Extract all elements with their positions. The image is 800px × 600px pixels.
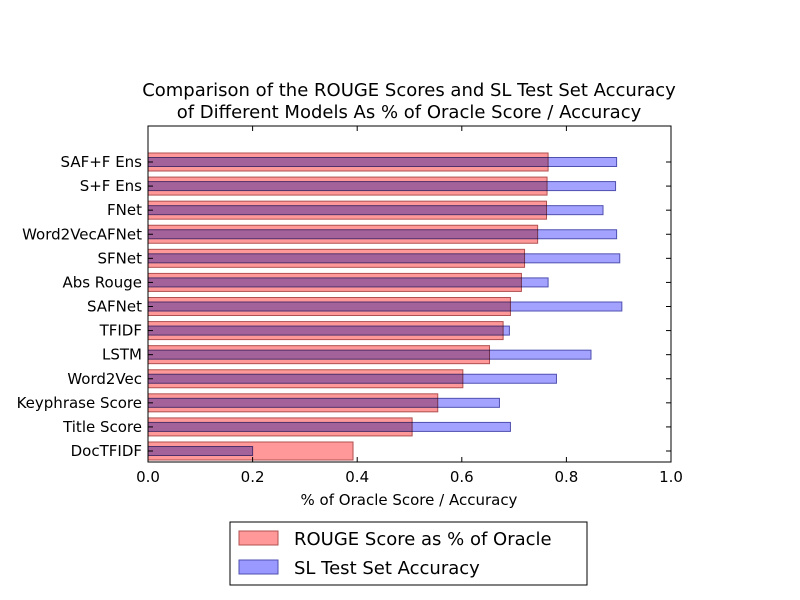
bar-sl-accuracy-saf-f-ens [147,157,618,167]
legend-box [229,521,588,586]
legend-swatch-rouge [238,530,279,546]
bar-sl-accuracy-word2vecafnet [147,229,618,240]
bar-sl-accuracy-fnet [147,205,604,216]
x-tick-label-2: 0.4 [345,468,369,486]
bar-sl-accuracy-keyphrase-score [147,397,500,408]
y-tick-label-saf-f-ens: SAF+F Ens [61,153,143,171]
plot-area-frame [147,125,672,463]
legend: ROUGE Score as % of Oracle SL Test Set A… [229,521,588,586]
bars-layer [147,152,623,461]
chart-title-line-1: Comparison of the ROUGE Scores and SL Te… [142,80,676,101]
y-tick-label-abs-rouge: Abs Rouge [62,273,142,291]
bar-sl-accuracy-lstm [147,349,592,360]
y-tick-label-fnet: FNet [107,201,142,219]
chart-title: Comparison of the ROUGE Scores and SL Te… [142,80,676,123]
axis-ticks [147,126,672,462]
x-tick-label-0: 0.0 [136,468,160,486]
x-tick-label-3: 0.6 [450,468,474,486]
y-tick-label-word2vecafnet: Word2VecAFNet [22,225,142,243]
bar-sl-accuracy-title-score [147,421,511,432]
y-tick-label-s-f-ens: S+F Ens [80,177,142,195]
y-tick-label-safnet: SAFNet [87,298,142,316]
legend-label-rouge: ROUGE Score as % of Oracle [294,529,552,550]
x-axis-tick-labels: 0.0 0.2 0.4 0.6 0.8 1.0 [136,468,683,486]
y-tick-label-lstm: LSTM [102,346,142,364]
bar-sl-accuracy-safnet [147,301,623,312]
y-axis-tick-labels: SAF+F Ens S+F Ens FNet Word2VecAFNet SFNet Ab… [17,153,143,460]
bar-sl-accuracy-tfidf [147,325,510,336]
y-tick-label-title-score: Title Score [62,418,142,436]
bar-sl-accuracy-sfnet [147,253,621,264]
bar-sl-accuracy-doctfidf [147,446,254,456]
y-tick-label-keyphrase-score: Keyphrase Score [17,394,142,412]
bar-sl-accuracy-abs-rouge [147,277,549,288]
y-tick-label-sfnet: SFNet [98,249,143,267]
legend-swatch-sl-accuracy [238,559,279,575]
y-tick-label-doctfidf: DocTFIDF [71,442,142,460]
x-tick-label-5: 1.0 [659,468,683,486]
bar-sl-accuracy-word2vec [147,373,557,384]
x-tick-label-4: 0.8 [554,468,578,486]
x-tick-label-1: 0.2 [241,468,265,486]
bar-sl-accuracy-s-f-ens [147,181,617,192]
legend-label-sl-accuracy: SL Test Set Accuracy [294,558,480,579]
chart-title-line-2: of Different Models As % of Oracle Score… [177,102,642,123]
y-tick-label-word2vec: Word2Vec [67,370,142,388]
x-axis-label: % of Oracle Score / Accuracy [301,491,518,509]
y-tick-label-tfidf: TFIDF [99,322,142,340]
